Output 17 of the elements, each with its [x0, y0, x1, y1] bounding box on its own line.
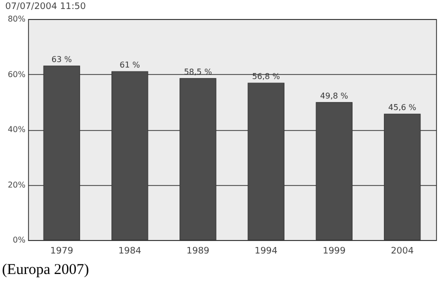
- x-tick-label: 1999: [322, 246, 346, 256]
- x-tick-label: 1989: [186, 246, 210, 256]
- data-label: 49,8 %: [320, 91, 349, 100]
- chart-title: 07/07/2004 11:50: [5, 2, 86, 12]
- x-tick-label: 1994: [254, 246, 278, 256]
- data-label: 45,6 %: [388, 103, 417, 112]
- y-tick-label: 80%: [8, 14, 26, 24]
- y-tick-label: 60%: [8, 70, 26, 79]
- y-tick-label: 20%: [8, 180, 26, 190]
- x-tick-label: 1979: [50, 246, 74, 256]
- text: (Europa 2007): [2, 262, 90, 278]
- x-tick-label: 1984: [118, 246, 142, 256]
- x-tick-label: 2004: [390, 246, 414, 256]
- y-tick-label: 0%: [12, 236, 26, 244]
- data-label: 61 %: [120, 60, 140, 70]
- y-tick-label: 40%: [8, 125, 26, 134]
- data-label: 63 %: [52, 54, 72, 64]
